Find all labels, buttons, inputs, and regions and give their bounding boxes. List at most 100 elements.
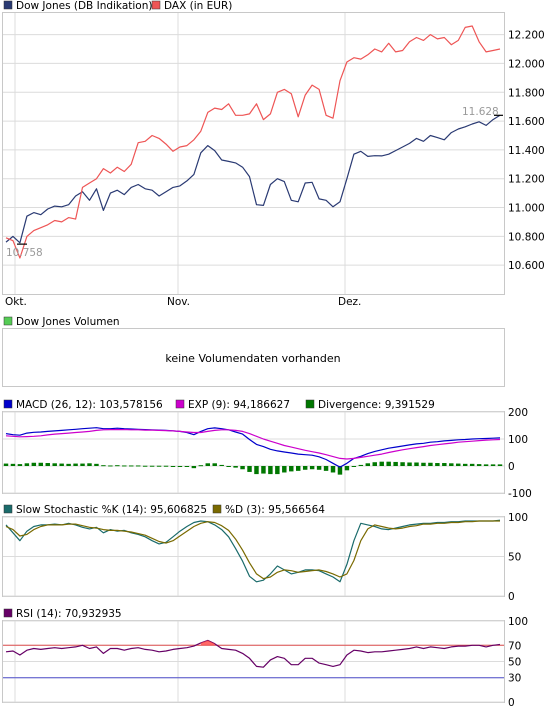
legend-swatch-stoch-d — [212, 504, 222, 514]
divergence-bar — [80, 463, 85, 466]
y-tick-label: 11.200 — [508, 174, 545, 186]
price-series-line-0 — [5, 114, 501, 244]
price-y-axis: 12.200 12.000 11.800 11.600 11.400 11.200 11.0… — [508, 30, 545, 273]
divergence-bar — [268, 466, 273, 475]
price-panel — [2, 12, 505, 295]
divergence-bar — [282, 466, 287, 473]
divergence-bar — [400, 462, 405, 466]
legend-label-divergence: Divergence: 9,391529 — [318, 399, 435, 411]
divergence-bar — [24, 463, 30, 466]
divergence-bar — [212, 463, 217, 466]
volume-legend: Dow Jones Volumen — [3, 316, 120, 328]
y-tick-label: 100 — [508, 616, 528, 628]
y-tick-label: 11.800 — [508, 87, 545, 99]
legend-label-stoch-d: %D (3): 95,566564 — [225, 504, 325, 516]
divergence-bar — [302, 466, 308, 470]
legend-swatch-dow — [3, 0, 13, 10]
rsi-series — [5, 639, 501, 668]
divergence-bar — [108, 465, 113, 467]
end-value-label: 11.628 — [462, 106, 499, 118]
legend-label-rsi: RSI (14): 70,932935 — [16, 608, 122, 620]
divergence-bar — [358, 464, 364, 466]
divergence-bar — [87, 463, 92, 466]
macd-y-axis: 200 100 0 -100 — [508, 407, 532, 500]
divergence-bar — [10, 463, 16, 466]
legend-label-exp: EXP (9): 94,186627 — [188, 399, 290, 411]
divergence-bar — [3, 463, 9, 466]
legend-label-macd: MACD (26, 12): 103,578156 — [16, 399, 163, 411]
divergence-bar — [462, 463, 468, 466]
divergence-bar — [247, 466, 252, 472]
legend-swatch-stoch-k — [3, 504, 13, 514]
divergence-bar — [365, 463, 371, 466]
x-tick-label-nov: Nov. — [167, 296, 190, 308]
legend-swatch-divergence — [305, 399, 315, 409]
divergence-bar — [31, 462, 37, 466]
divergence-bar — [198, 465, 204, 467]
y-tick-label: 11.000 — [508, 203, 545, 215]
y-tick-label: 100 — [508, 512, 528, 524]
divergence-bar — [490, 464, 496, 466]
divergence-bar — [156, 465, 162, 467]
divergence-bar — [73, 463, 78, 466]
divergence-bar — [233, 466, 238, 468]
y-tick-label: 12.200 — [508, 30, 545, 42]
divergence-bar — [407, 462, 412, 466]
legend-swatch-rsi — [3, 608, 13, 618]
y-tick-label: 10.800 — [508, 231, 545, 243]
divergence-bar — [421, 462, 426, 466]
price-series-line-1 — [5, 25, 501, 259]
divergence-bar — [393, 461, 398, 466]
divergence-bar — [309, 466, 315, 470]
legend-swatch-exp — [175, 399, 185, 409]
divergence-bar — [372, 462, 377, 466]
volume-message: keine Volumendaten vorhanden — [165, 352, 340, 365]
divergence-bar — [177, 466, 183, 467]
divergence-bar — [122, 465, 127, 467]
divergence-bar — [45, 463, 50, 466]
price-x-axis: Okt. Nov. Dez. — [5, 296, 361, 308]
divergence-bar — [386, 461, 391, 466]
rsi-overbought-fill — [200, 640, 215, 646]
divergence-bar — [129, 465, 134, 467]
divergence-bar — [115, 465, 120, 467]
stoch-series-line-1 — [5, 520, 500, 580]
stochastic-series — [5, 519, 501, 583]
legend-label-dax: DAX (in EUR) — [164, 0, 232, 12]
price-series — [5, 25, 503, 259]
divergence-bar — [226, 466, 231, 467]
legend-swatch-volume — [3, 316, 13, 326]
divergence-bar — [275, 466, 280, 475]
y-tick-label: 100 — [508, 434, 528, 446]
rsi-legend: RSI (14): 70,932935 — [3, 608, 122, 620]
divergence-bar — [240, 466, 245, 470]
macd-panel — [2, 411, 505, 494]
divergence-bar — [442, 463, 447, 466]
macd-series-line-0 — [5, 427, 501, 468]
divergence-bar — [170, 466, 176, 467]
divergence-bar — [316, 466, 322, 470]
divergence-bar — [289, 466, 294, 472]
legend-label-volume: Dow Jones Volumen — [16, 316, 120, 328]
divergence-bar — [52, 463, 57, 466]
y-tick-label: 30 — [508, 673, 521, 685]
divergence-bar — [17, 464, 23, 466]
rsi-series-line-0 — [5, 639, 501, 668]
divergence-bar — [142, 465, 148, 467]
divergence-bar — [337, 466, 343, 475]
legend-label-dow: Dow Jones (DB Indikation) — [16, 0, 152, 12]
divergence-bar — [456, 463, 461, 466]
divergence-bar — [323, 466, 329, 471]
volume-panel — [2, 328, 505, 387]
stochastic-legend: Slow Stochastic %K (14): 95,606825 %D (3… — [3, 504, 325, 516]
y-tick-label: 200 — [508, 407, 528, 419]
price-grid — [3, 13, 504, 294]
y-tick-label: 50 — [508, 552, 521, 564]
divergence-bar — [449, 463, 454, 466]
y-tick-label: 11.600 — [508, 116, 545, 128]
divergence-bar — [254, 466, 259, 475]
divergence-bar — [66, 463, 71, 466]
divergence-bar — [163, 465, 169, 467]
divergence-bar — [261, 466, 266, 474]
